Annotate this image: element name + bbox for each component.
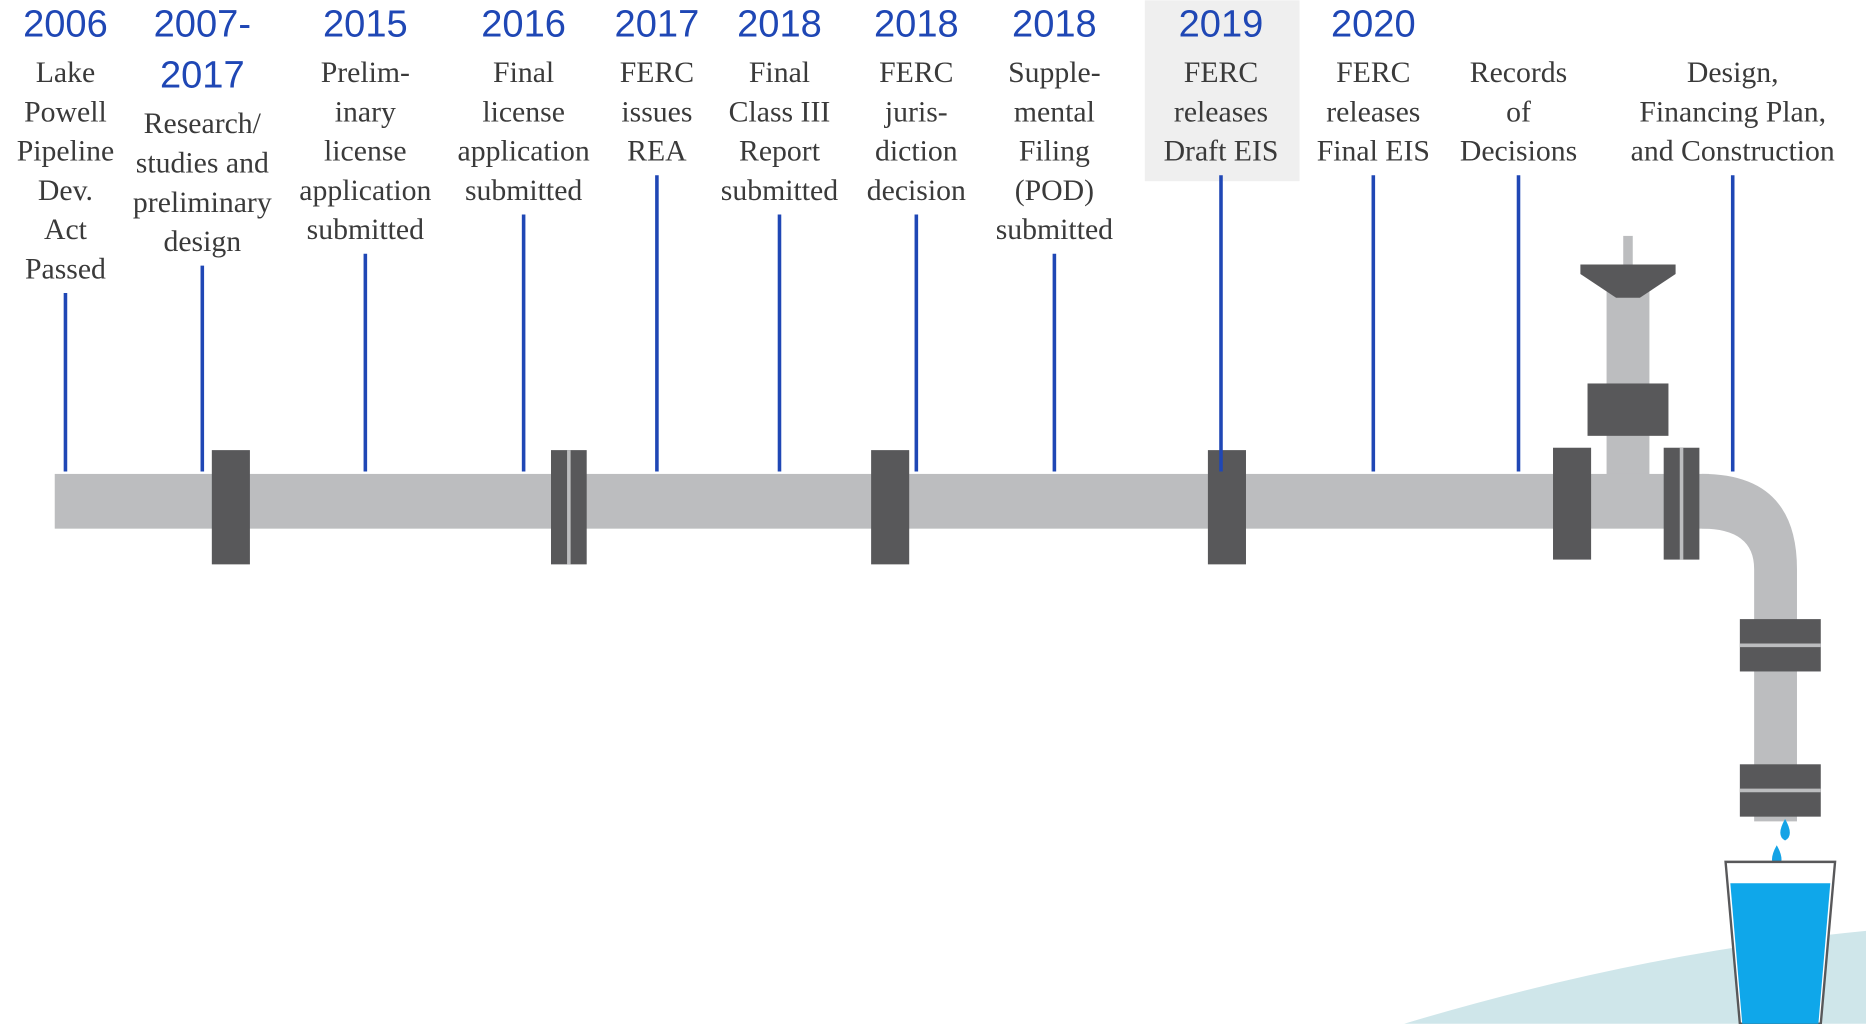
milestone-text: inary bbox=[335, 95, 396, 128]
flange bbox=[212, 450, 250, 564]
milestone-text: of bbox=[1506, 95, 1531, 128]
valve-pipe bbox=[1607, 274, 1650, 482]
milestone-text: Powell bbox=[24, 95, 107, 128]
milestone-text: Filing bbox=[1019, 135, 1090, 168]
milestone-text: Research/ bbox=[144, 107, 262, 140]
milestone-text: Pipeline bbox=[17, 135, 115, 168]
milestone-text: design bbox=[163, 225, 241, 258]
page: {"milestones": [ {"year": ["2006"], "lin… bbox=[0, 0, 1866, 1024]
milestone-text: FERC bbox=[1336, 56, 1410, 89]
milestone-text: Prelim- bbox=[321, 56, 410, 89]
milestone-year: 2019 bbox=[1179, 4, 1264, 46]
pipeline bbox=[55, 236, 1821, 822]
milestone-year: 2015 bbox=[323, 4, 408, 46]
water-drop bbox=[1780, 819, 1790, 840]
milestone-text: submitted bbox=[996, 213, 1113, 246]
milestone-text: preliminary bbox=[133, 186, 272, 219]
flange bbox=[1553, 448, 1591, 560]
milestone-text: (POD) bbox=[1015, 174, 1094, 207]
timeline-diagram: 2006 Lake Powell Pipeline Dev. Act Passed 2007-… bbox=[0, 0, 1866, 1024]
milestone-text: submitted bbox=[721, 174, 838, 207]
milestone-year: 2016 bbox=[481, 4, 566, 46]
milestone-year: 2020 bbox=[1331, 4, 1416, 46]
milestone-text: Design, bbox=[1687, 56, 1779, 89]
milestone-text: and Construction bbox=[1631, 135, 1835, 168]
milestone-text: application bbox=[299, 174, 431, 207]
milestone-text: Final EIS bbox=[1317, 135, 1430, 168]
water bbox=[1730, 883, 1830, 1023]
milestone-year: 2018 bbox=[874, 4, 959, 46]
flange bbox=[1208, 450, 1246, 564]
valve-body bbox=[1588, 383, 1669, 435]
milestone-text: Passed bbox=[25, 252, 106, 285]
milestone-text: studies and bbox=[136, 147, 269, 180]
milestone-text: application bbox=[458, 135, 590, 168]
milestone-text: Financing Plan, bbox=[1639, 95, 1826, 128]
milestone-text: Draft EIS bbox=[1164, 135, 1279, 168]
milestone-year: 2006 bbox=[23, 4, 108, 46]
milestone-year: 2017 bbox=[160, 55, 245, 97]
milestone-text: Act bbox=[44, 213, 88, 246]
valve-handle bbox=[1580, 264, 1675, 297]
milestone-text: Dev. bbox=[38, 174, 93, 207]
milestone-text: Final bbox=[493, 56, 554, 89]
milestone-text: FERC bbox=[879, 56, 953, 89]
milestone-text: FERC bbox=[1184, 56, 1258, 89]
milestone-year: 2007- bbox=[154, 4, 251, 46]
flange bbox=[871, 450, 909, 564]
milestone-text: Decisions bbox=[1460, 135, 1577, 168]
milestone-text: FERC bbox=[620, 56, 694, 89]
milestone-text: Lake bbox=[36, 56, 95, 89]
milestone-text: submitted bbox=[465, 174, 582, 207]
milestone-text: mental bbox=[1014, 95, 1095, 128]
milestone-text: REA bbox=[627, 135, 687, 168]
milestone-text: Report bbox=[739, 135, 821, 168]
milestone-year: 2017 bbox=[615, 4, 700, 46]
milestone-year: 2018 bbox=[1012, 4, 1097, 46]
milestone-text: releases bbox=[1326, 95, 1420, 128]
milestone-text: Final bbox=[749, 56, 810, 89]
milestone-text: releases bbox=[1174, 95, 1268, 128]
milestone-text: Class III bbox=[729, 95, 831, 128]
milestone-text: decision bbox=[867, 174, 966, 207]
milestone-text: license bbox=[482, 95, 565, 128]
milestone-text: Records bbox=[1470, 56, 1567, 89]
milestone-text: juris- bbox=[884, 95, 948, 128]
milestone-text: submitted bbox=[307, 213, 424, 246]
milestone-text: Supple- bbox=[1008, 56, 1101, 89]
milestones: 2006 Lake Powell Pipeline Dev. Act Passed 2007-… bbox=[17, 4, 1835, 472]
milestone-text: diction bbox=[875, 135, 958, 168]
milestone-year: 2018 bbox=[737, 4, 822, 46]
milestone-text: license bbox=[324, 135, 407, 168]
milestone-text: issues bbox=[621, 95, 692, 128]
